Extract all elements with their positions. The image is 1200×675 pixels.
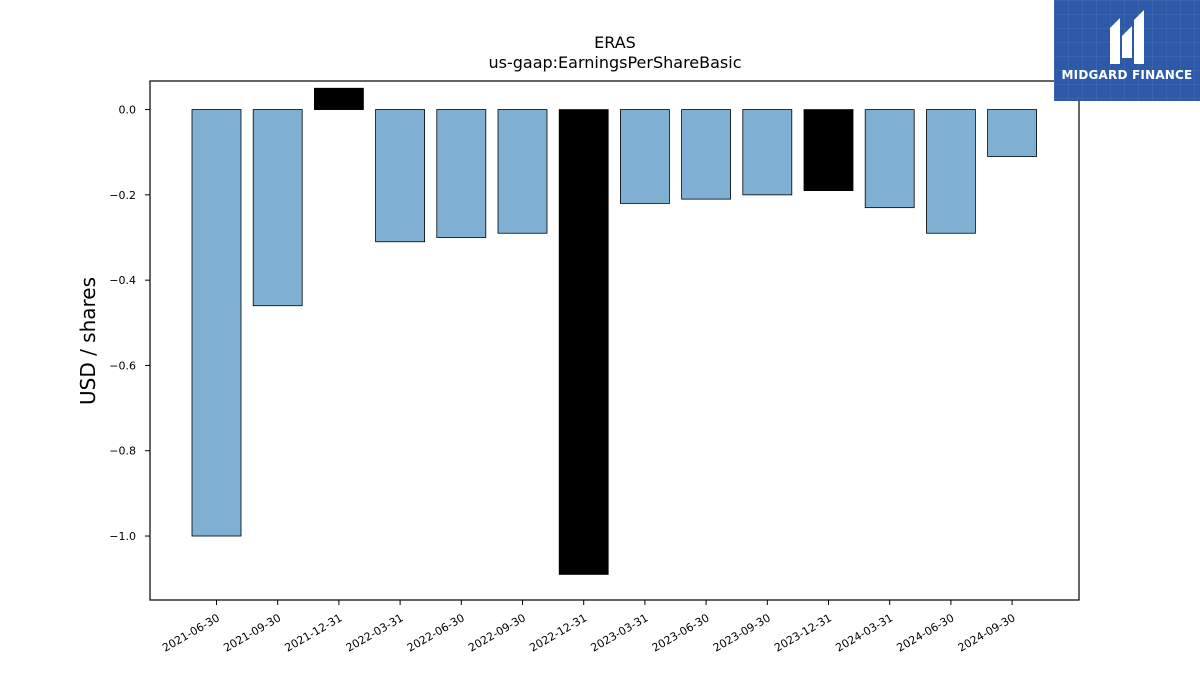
bar-2023-06-30: [681, 109, 731, 200]
x-tick-label: 2024-09-30: [956, 611, 1018, 654]
chart-subtitle: us-gaap:EarningsPerShareBasic: [488, 53, 741, 72]
x-tick-label: 2024-03-31: [833, 611, 895, 654]
bar-2022-06-30: [436, 109, 487, 238]
bar-2024-03-31: [864, 109, 915, 209]
bar-2022-12-31: [558, 109, 609, 575]
bar-2021-12-31: [313, 87, 364, 110]
x-tick-label: 2023-12-31: [772, 611, 834, 654]
x-tick-label: 2024-06-30: [895, 611, 957, 654]
y-ticks-group: 0.0 −0.2 −0.4 −0.6 −0.8 −1.0: [109, 104, 150, 543]
chart-title: ERAS: [594, 33, 636, 52]
y-tick-label: −0.4: [109, 274, 136, 287]
x-tick-label: 2023-09-30: [711, 611, 773, 654]
bar-2021-09-30: [252, 109, 303, 307]
bar-2021-06-30: [191, 109, 242, 537]
x-tick-label: 2022-12-31: [527, 611, 589, 654]
brand-logo: MIDGARD FINANCE: [1054, 0, 1200, 101]
bars-group: [191, 87, 1037, 575]
brand-name: MIDGARD FINANCE: [1061, 68, 1193, 82]
bar-2024-06-30: [926, 109, 976, 234]
x-ticks-group: 2021-06-30 2021-09-30 2021-12-31 2022-03-31…: [160, 600, 1018, 655]
x-tick-label: 2023-06-30: [650, 611, 712, 654]
bar-2023-09-30: [742, 109, 793, 196]
x-tick-label: 2021-12-31: [283, 611, 345, 654]
y-tick-label: −0.2: [109, 189, 136, 202]
y-tick-label: −0.6: [109, 359, 136, 372]
y-axis-label: USD / shares: [76, 277, 100, 405]
bar-2023-12-31: [803, 109, 854, 191]
x-tick-label: 2022-03-31: [344, 611, 406, 654]
midgard-logo-icon: [1110, 10, 1144, 64]
bar-2022-03-31: [375, 109, 426, 243]
plot-frame: [149, 80, 1080, 601]
x-tick-label: 2021-09-30: [221, 611, 283, 654]
x-tick-label: 2022-09-30: [466, 611, 528, 654]
y-tick-label: −0.8: [109, 445, 136, 458]
y-tick-label: −1.0: [109, 530, 136, 543]
x-tick-label: 2022-06-30: [405, 611, 467, 654]
bar-2023-03-31: [620, 109, 670, 204]
x-tick-label: 2021-06-30: [160, 611, 222, 654]
bar-2024-09-30: [987, 109, 1037, 157]
x-tick-label: 2023-03-31: [589, 611, 651, 654]
bar-2022-09-30: [497, 109, 548, 234]
y-tick-label: 0.0: [119, 104, 137, 117]
